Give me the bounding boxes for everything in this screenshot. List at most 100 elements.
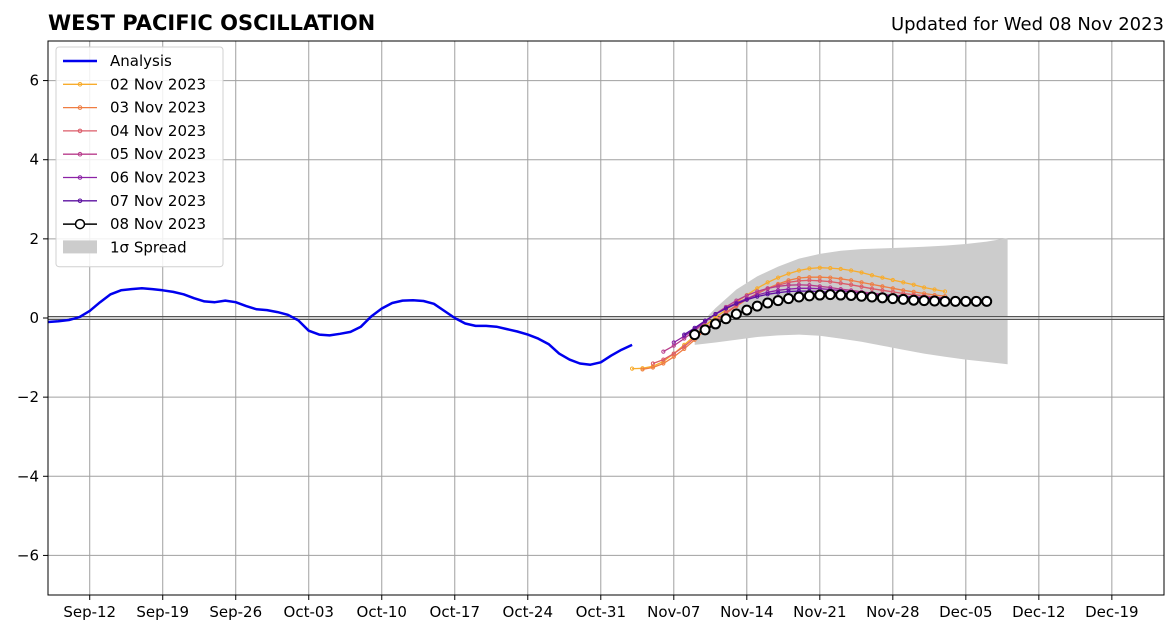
x-tick-label: Nov-21	[793, 603, 846, 621]
forecast-point	[849, 278, 854, 283]
forecast-point	[828, 279, 833, 284]
forecast-point	[960, 295, 972, 307]
legend-entry: 07 Nov 2023	[63, 192, 206, 210]
forecast-point	[640, 367, 645, 372]
forecast-point	[803, 290, 815, 302]
forecast-point	[817, 284, 822, 289]
forecast-point	[775, 275, 781, 280]
forecast-point	[765, 280, 770, 285]
forecast-point	[856, 290, 868, 302]
forecast-point	[661, 349, 666, 354]
forecast-point	[880, 284, 885, 289]
forecast-point	[901, 280, 906, 285]
forecast-point	[838, 266, 843, 272]
chart-subtitle: Updated for Wed 08 Nov 2023	[891, 14, 1164, 35]
axis-ticks: Sep-12 Sep-19 Sep-26 Oct-03 Oct-10 Oct-17 Oct-…	[17, 72, 1139, 621]
forecast-point	[918, 295, 930, 307]
legend-marker	[74, 218, 86, 230]
forecast-point	[929, 295, 941, 307]
x-tick-label: Sep-12	[63, 603, 116, 621]
spread-band-layer	[694, 238, 1008, 365]
forecast-point	[817, 278, 822, 283]
forecast-point	[807, 266, 812, 271]
legend-entry: 03 Nov 2023	[63, 99, 206, 117]
forecast-point	[939, 295, 951, 307]
x-tick-label: Nov-07	[647, 603, 700, 621]
forecast-point	[828, 266, 833, 271]
forecast-point	[911, 282, 916, 287]
forecast-point	[817, 265, 822, 270]
forecast-point	[849, 268, 854, 273]
forecast-point	[661, 361, 666, 366]
forecast-point	[859, 270, 864, 275]
x-tick-label: Nov-14	[720, 603, 773, 621]
forecast-point	[970, 295, 982, 307]
legend-entry: Analysis	[63, 52, 172, 70]
forecast-point	[682, 332, 687, 337]
forecast-point	[699, 324, 711, 336]
forecast-point	[942, 289, 948, 294]
forecast-point	[775, 288, 781, 293]
forecast-point	[775, 284, 781, 289]
x-tick-label: Oct-24	[503, 603, 553, 621]
forecast-point	[880, 275, 885, 280]
forecast-point	[720, 313, 732, 325]
forecast-point	[755, 294, 760, 299]
x-tick-label: Oct-31	[576, 603, 626, 621]
x-tick-label: Oct-17	[430, 603, 480, 621]
forecast-point	[689, 329, 701, 341]
forecast-point	[713, 311, 718, 317]
series-layer	[47, 265, 993, 372]
forecast-point	[734, 301, 739, 306]
legend-label: 03 Nov 2023	[110, 99, 206, 117]
forecast-point	[859, 280, 864, 285]
x-tick-label: Dec-19	[1085, 603, 1139, 621]
forecast-point	[849, 282, 854, 287]
x-tick-label: Oct-03	[284, 603, 334, 621]
forecast-point	[814, 289, 826, 301]
legend-entry: 02 Nov 2023	[63, 75, 206, 93]
forecast-point	[908, 294, 920, 306]
forecast-point	[932, 287, 937, 292]
chart-title: WEST PACIFIC OSCILLATION	[48, 11, 375, 35]
legend-entry: 06 Nov 2023	[63, 169, 206, 187]
forecast-point	[671, 340, 676, 345]
legend-entry: 1σ Spread	[63, 238, 187, 256]
forecast-point	[796, 268, 802, 273]
forecast-point	[765, 286, 770, 291]
x-tick-label: Dec-05	[939, 603, 993, 621]
legend-label: 1σ Spread	[110, 238, 187, 256]
forecast-point	[949, 295, 961, 307]
forecast-point	[890, 277, 895, 283]
forecast-point	[869, 282, 875, 287]
forecast-point	[723, 306, 729, 311]
forecast-point	[922, 291, 927, 296]
forecast-point	[650, 365, 656, 370]
legend-swatch	[63, 240, 97, 254]
forecast-point	[783, 293, 795, 305]
legend-label: 07 Nov 2023	[110, 192, 206, 210]
legend-label: 04 Nov 2023	[110, 122, 206, 140]
forecast-point	[796, 278, 802, 283]
legend-label: 02 Nov 2023	[110, 75, 206, 93]
forecast-point	[981, 295, 993, 307]
legend-label: 06 Nov 2023	[110, 169, 206, 187]
y-tick-label: −2	[17, 388, 39, 406]
forecast-point	[869, 286, 875, 291]
forecast-point	[772, 295, 784, 307]
forecast-point	[775, 290, 781, 295]
x-tick-label: Oct-10	[357, 603, 407, 621]
forecast-series	[689, 289, 993, 341]
forecast-point	[807, 278, 812, 283]
forecast-point	[744, 297, 749, 302]
y-tick-label: 4	[29, 151, 39, 169]
forecast-point	[682, 336, 687, 341]
legend-marker	[77, 105, 83, 110]
forecast-point	[702, 318, 708, 323]
forecast-point	[710, 318, 722, 330]
y-tick-label: 6	[29, 72, 39, 90]
y-tick-label: 2	[29, 230, 39, 248]
analysis-line	[47, 287, 633, 366]
forecast-point	[671, 351, 676, 356]
forecast-point	[650, 361, 656, 366]
